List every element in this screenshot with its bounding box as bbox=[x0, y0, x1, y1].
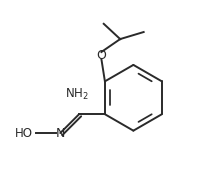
Text: N: N bbox=[55, 127, 65, 139]
Text: NH$_2$: NH$_2$ bbox=[64, 87, 88, 102]
Text: HO: HO bbox=[15, 127, 33, 139]
Text: O: O bbox=[96, 49, 106, 62]
